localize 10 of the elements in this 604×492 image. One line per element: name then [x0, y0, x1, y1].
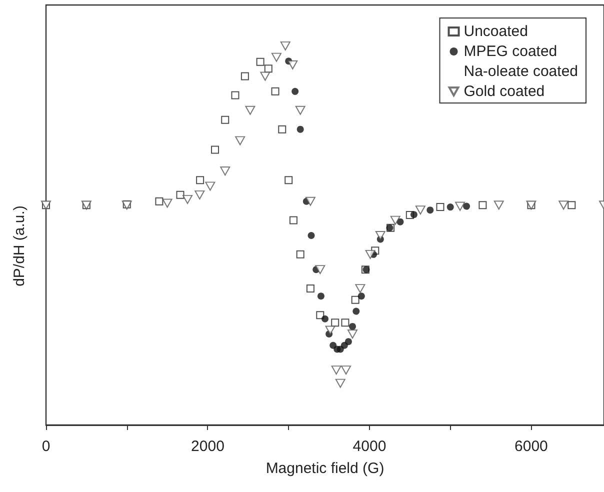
x-tick-label: 0: [42, 438, 50, 455]
text: Na-oleate coated: [464, 63, 578, 80]
x-tick-label: 6000: [514, 438, 548, 455]
legend-label: Gold coated: [464, 83, 545, 100]
legend-label: Uncoated: [464, 23, 528, 40]
y-axis-title: dP/dH (a.u.): [11, 206, 28, 286]
legend-label: MPEG coated: [464, 43, 558, 60]
x-tick-label: 4000: [352, 438, 386, 455]
x-axis-title: Magnetic field (G): [266, 460, 384, 477]
x-tick-label: 2000: [191, 438, 224, 455]
